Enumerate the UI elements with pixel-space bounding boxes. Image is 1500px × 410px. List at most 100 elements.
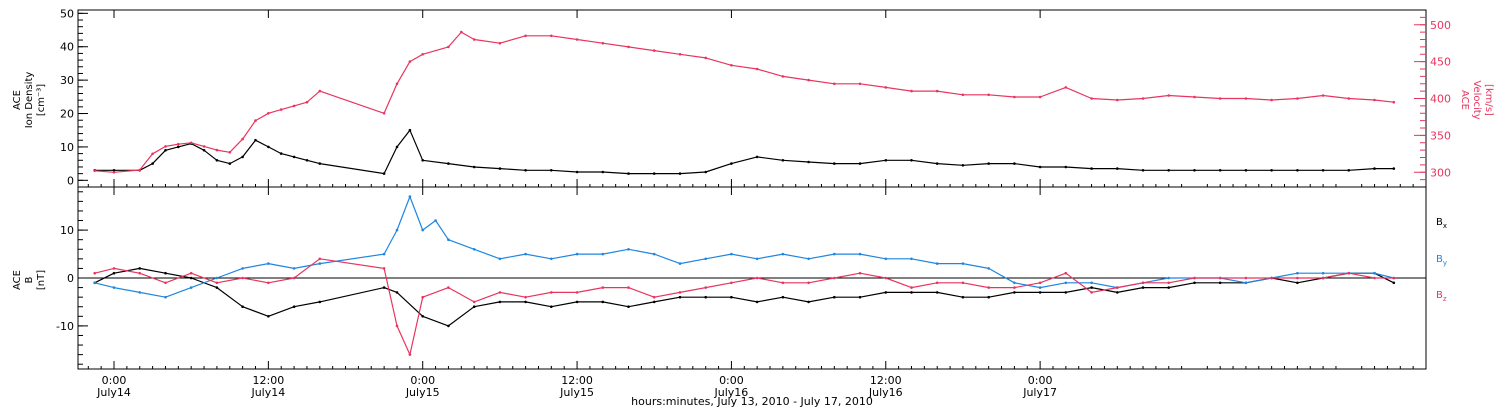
density-series-point xyxy=(421,159,425,162)
series-By-point xyxy=(833,252,836,256)
density-series-point xyxy=(164,149,167,152)
series-Bx-point xyxy=(1167,286,1170,289)
series-Bx-point xyxy=(112,271,116,275)
series-By-point xyxy=(1244,281,1248,285)
velocity-series-point xyxy=(395,82,399,86)
series-Bz-point xyxy=(781,281,785,285)
x-tick-time-label: 12:00 xyxy=(253,374,285,387)
density-series-point xyxy=(318,162,322,165)
velocity-series-point xyxy=(292,104,296,108)
series-Bz-point xyxy=(472,300,476,304)
series-By-point xyxy=(408,195,412,198)
density-series-point xyxy=(267,145,270,149)
velocity-series-point xyxy=(305,100,309,104)
series-Bz-point xyxy=(678,291,682,294)
density-series-point xyxy=(1090,167,1093,170)
series-By-point xyxy=(1090,281,1093,285)
series-By-point xyxy=(241,267,244,270)
density-series-point xyxy=(550,169,553,172)
series-Bx-point xyxy=(267,315,270,318)
series-Bz-point xyxy=(382,267,386,270)
density-tick-label: 10 xyxy=(60,141,74,154)
velocity-series-point xyxy=(601,41,605,45)
velocity-series-point xyxy=(254,119,257,122)
series-Bz-point xyxy=(447,286,450,289)
density-series-point xyxy=(292,155,296,159)
b-tick-label: -10 xyxy=(56,320,74,333)
density-series-point xyxy=(704,170,707,174)
b-tick-label: 10 xyxy=(60,224,74,237)
series-Bx-point xyxy=(382,286,386,289)
series-Bz-point xyxy=(1116,286,1119,289)
velocity-series-point xyxy=(678,53,682,56)
velocity-series-point xyxy=(382,112,386,115)
series-By-point xyxy=(498,257,502,261)
velocity-series-point xyxy=(460,30,463,34)
velocity-series-point xyxy=(498,41,502,45)
density-series-point xyxy=(177,145,180,149)
series-By-point xyxy=(884,257,888,261)
series-Bz-point xyxy=(1064,271,1068,275)
series-Bz-point xyxy=(652,295,656,299)
density-tick-label: 20 xyxy=(60,108,74,121)
velocity-series-point xyxy=(961,93,965,97)
series-Bz-point xyxy=(421,295,425,299)
bottom-left-axis-label-line1: ACE xyxy=(12,270,23,290)
series-Bz-point xyxy=(164,281,167,285)
density-series-point xyxy=(884,159,888,162)
velocity-series-point xyxy=(755,67,759,71)
series-Bz-point xyxy=(138,271,141,275)
density-series-point xyxy=(935,162,939,165)
velocity-series-point xyxy=(241,137,244,141)
series-Bz-point xyxy=(935,281,939,285)
density-tick-label: 0 xyxy=(67,174,74,187)
velocity-series-point xyxy=(987,93,990,97)
series-Bx-point xyxy=(807,300,810,304)
series-Bx-point xyxy=(652,300,656,304)
density-series-point xyxy=(1116,167,1119,170)
velocity-series-point xyxy=(138,168,141,172)
series-Bx-point xyxy=(447,324,450,328)
density-series-point xyxy=(627,172,630,175)
density-tick-label: 50 xyxy=(60,7,74,20)
series-By-point xyxy=(267,262,270,265)
series-Bz-point xyxy=(1167,281,1170,285)
velocity-tick-label: 350 xyxy=(1430,129,1451,142)
series-By-point xyxy=(472,248,476,251)
series-Bx-point xyxy=(730,295,733,299)
series-Bz-point xyxy=(498,291,502,294)
velocity-series-point xyxy=(910,89,913,93)
series-Bx-point xyxy=(472,305,476,309)
density-series-point xyxy=(279,152,283,155)
series-By-point xyxy=(215,276,219,280)
velocity-series-point xyxy=(1193,95,1196,99)
velocity-series-point xyxy=(215,148,219,152)
velocity-series-point xyxy=(1392,100,1396,104)
density-series-point xyxy=(1321,169,1325,172)
density-series-point xyxy=(961,164,965,167)
density-series-point xyxy=(215,159,219,162)
series-Bz-point xyxy=(395,324,399,328)
velocity-series-point xyxy=(189,141,193,145)
top-right-axis-label-line2: Velocity xyxy=(1471,80,1482,119)
velocity-series-point xyxy=(1038,95,1042,99)
series-By-point xyxy=(1321,271,1325,275)
density-series-point xyxy=(1193,169,1196,172)
series-By-point xyxy=(652,252,656,256)
series-By-point xyxy=(807,257,810,261)
velocity-tick-label: 500 xyxy=(1430,19,1451,32)
density-series-point xyxy=(1244,169,1248,172)
legend-Bz: Bz xyxy=(1436,290,1447,303)
series-Bz-point xyxy=(961,281,965,285)
velocity-series-point xyxy=(318,89,322,93)
series-Bz-point xyxy=(1347,271,1351,275)
series-Bx-point xyxy=(627,305,630,309)
x-tick-time-label: 0:00 xyxy=(1028,374,1053,387)
series-Bx-point xyxy=(1116,291,1119,294)
density-series-point xyxy=(498,167,502,170)
series-Bx-point xyxy=(910,291,913,294)
series-Bz-line xyxy=(94,258,1394,356)
density-series-point xyxy=(151,162,154,165)
series-Bx-point xyxy=(601,300,605,304)
series-Bz-point xyxy=(1013,286,1016,289)
